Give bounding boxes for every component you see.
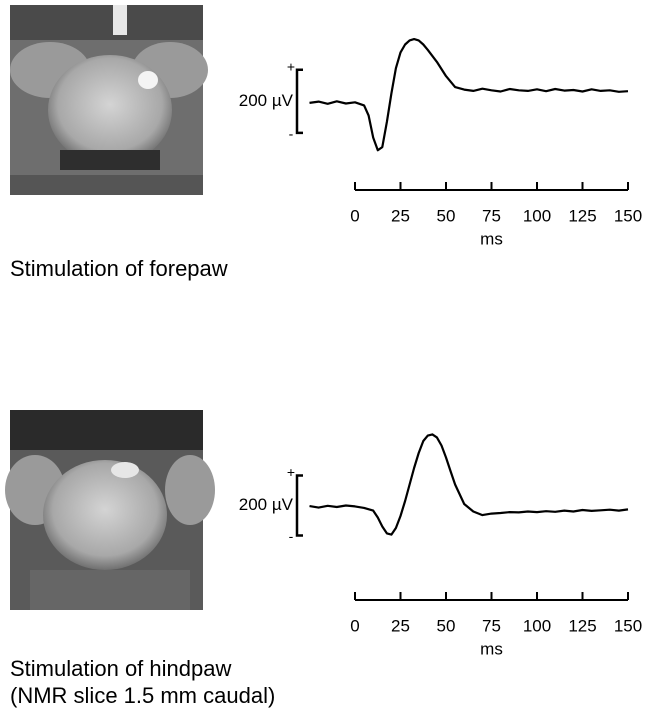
x-tick-label: 25 [391,616,410,635]
scale-bar-plus: + [287,58,295,74]
x-tick-label: 75 [482,616,501,635]
x-tick-label: 100 [523,616,551,635]
scale-bar-label: 200 µV [239,495,294,514]
scale-bar [295,68,303,135]
x-tick-label: 150 [614,616,642,635]
x-tick-label: 25 [391,206,410,225]
caption: (NMR slice 1.5 mm caudal) [10,683,275,708]
x-tick-label: 0 [350,206,359,225]
x-tick-label: 50 [437,616,456,635]
scale-bar-minus: - [289,126,294,142]
evoked-potential-trace [309,433,629,536]
caption: Stimulation of forepaw [10,256,228,281]
mri-image-hindpaw [5,410,215,610]
x-tick-label: 100 [523,206,551,225]
x-axis-label: ms [480,639,503,658]
scale-bar-plus: + [287,464,295,480]
scale-bar-label: 200 µV [239,91,294,110]
x-axis-label: ms [480,229,503,248]
x-tick-label: 75 [482,206,501,225]
x-tick-label: 50 [437,206,456,225]
x-tick-label: 125 [568,616,596,635]
x-tick-label: 0 [350,616,359,635]
mri-image-forepaw [10,5,208,195]
x-tick-label: 125 [568,206,596,225]
scale-bar [295,474,303,537]
scale-bar-minus: - [289,528,294,544]
caption: Stimulation of hindpaw [10,656,231,681]
x-tick-label: 150 [614,206,642,225]
evoked-potential-trace [309,38,629,152]
